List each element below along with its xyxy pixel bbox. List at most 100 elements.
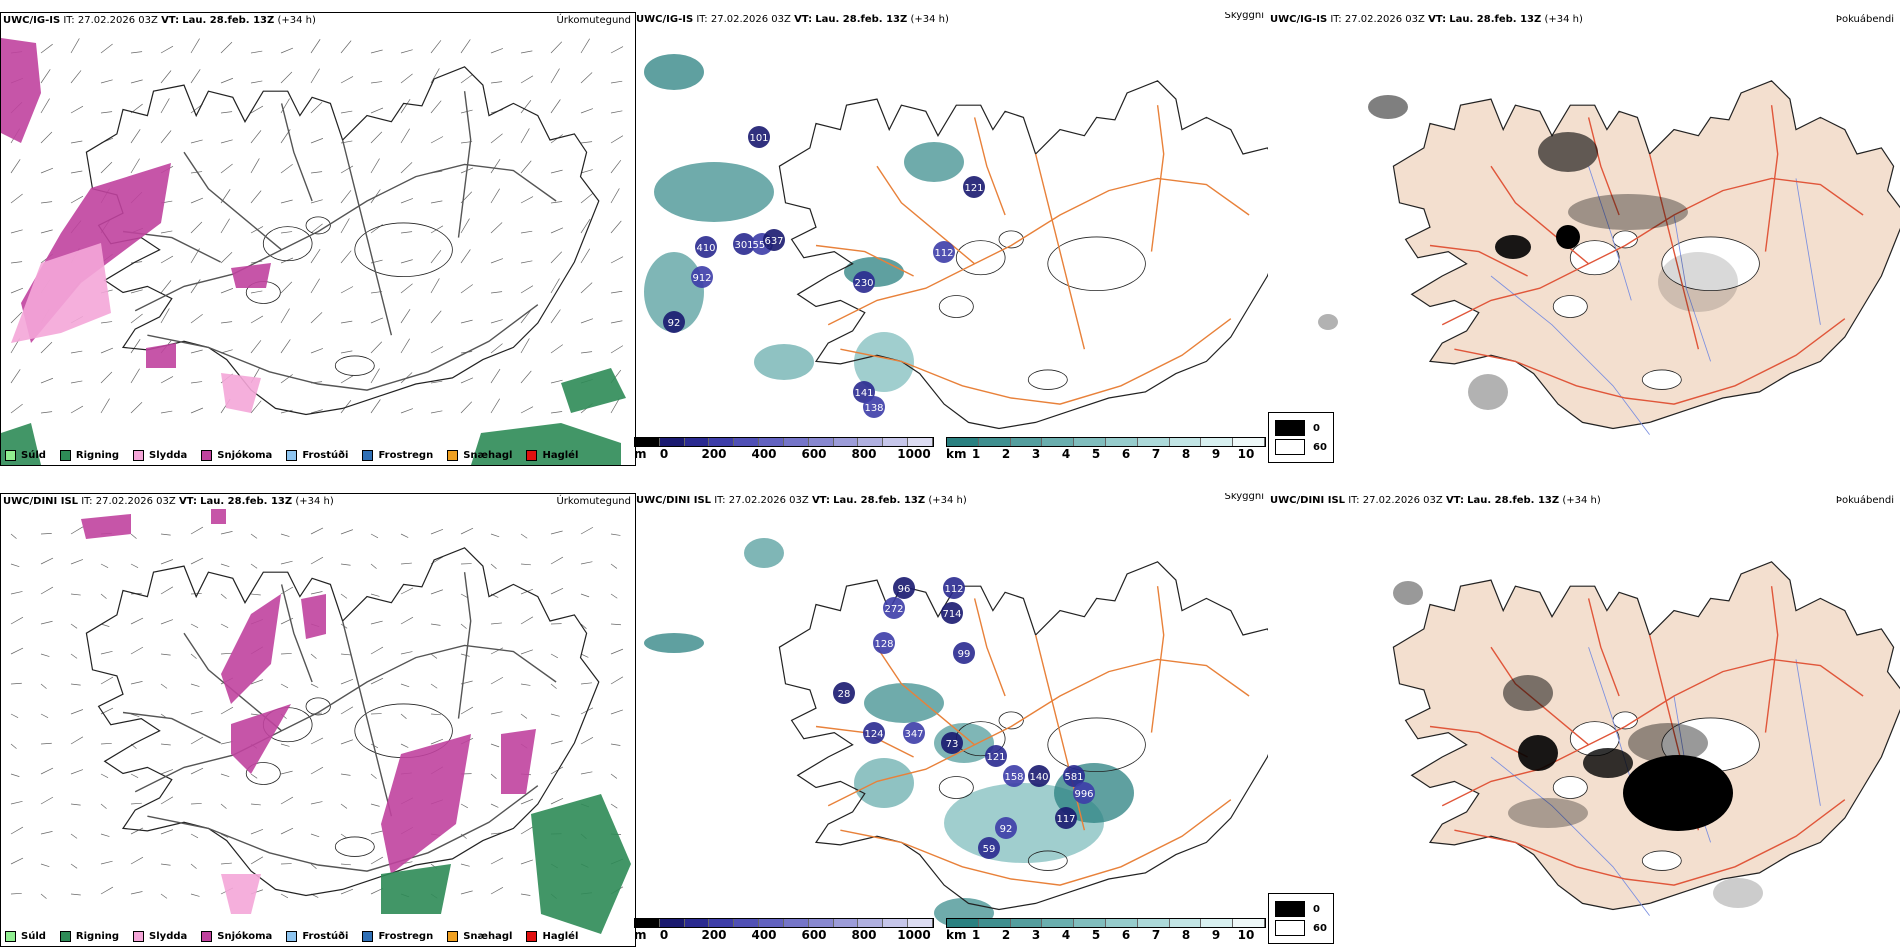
wind-barb <box>190 381 203 384</box>
wind-barb <box>430 346 444 354</box>
ceiling-patch <box>763 229 785 251</box>
wind-barb <box>280 374 293 384</box>
wind-barb <box>160 863 171 866</box>
wind-barb <box>400 259 413 264</box>
wind-barb <box>610 188 620 204</box>
road-line <box>827 177 1250 326</box>
fog-area <box>1318 314 1338 330</box>
legend-swatch <box>133 450 145 461</box>
precip-area <box>221 373 261 413</box>
wind-barb <box>580 526 594 535</box>
wind-barb <box>490 319 503 324</box>
ceiling-value-label: 112 <box>934 248 953 259</box>
wind-barb <box>190 221 203 234</box>
panel-title: Þokuábendi <box>1835 495 1894 506</box>
wind-barb <box>400 533 409 538</box>
wind-barb <box>250 563 258 569</box>
ceiling-patch <box>1028 765 1050 787</box>
colorbar-segment <box>1105 438 1138 446</box>
wind-barb <box>400 162 413 174</box>
colorbar-segment <box>1010 919 1043 927</box>
wind-barb <box>340 375 354 384</box>
colorbar-tick-label: 7 <box>1151 447 1161 461</box>
road-line <box>876 646 976 746</box>
precip-area <box>146 343 176 368</box>
panel-header: UWC/DINI ISL IT: 27.02.2026 03Z VT: Lau.… <box>3 496 334 507</box>
wind-barb <box>100 742 112 745</box>
wind-barb <box>340 653 351 656</box>
iceland-map: 96 112 272 714 99 128 28 124 347 73 121 158 140 581 99… <box>644 538 1268 928</box>
wind-barb <box>310 171 323 174</box>
precip-area <box>11 243 111 343</box>
wind-barb <box>40 796 54 805</box>
wind-barb <box>610 743 621 746</box>
wind-barb <box>550 683 557 689</box>
wind-barb <box>340 529 354 535</box>
wind-barb <box>70 833 78 839</box>
wind-barb <box>10 826 24 835</box>
wind-barb <box>190 833 199 839</box>
wind-barb <box>100 676 114 685</box>
wind-barb <box>400 713 407 719</box>
wind-barb <box>340 593 348 599</box>
colorbar-tick-label: 400 <box>751 447 777 461</box>
colorbar-segment <box>1233 919 1265 927</box>
ceiling-patch <box>1073 782 1095 804</box>
wind-barb <box>100 593 107 599</box>
wind-barb <box>580 351 593 354</box>
wind-barb <box>250 190 262 204</box>
wind-barb <box>40 683 47 689</box>
wind-barb <box>250 315 264 324</box>
wind-barb <box>610 345 624 354</box>
precip-area <box>531 794 631 934</box>
wind-barb <box>250 856 264 865</box>
colorbar-segment <box>808 919 834 927</box>
wind-barb <box>460 593 469 599</box>
road-line <box>1150 586 1165 733</box>
river-line <box>1795 178 1821 325</box>
wind-barb <box>250 828 264 835</box>
wind-barb <box>280 199 293 204</box>
wind-barb <box>220 773 230 778</box>
road-line <box>1454 799 1846 886</box>
wind-barb <box>340 400 352 414</box>
wind-barb <box>520 230 533 234</box>
wind-barb <box>520 160 532 174</box>
fog-area <box>1495 235 1531 259</box>
wind-barb <box>10 647 24 655</box>
wind-barb <box>610 46 624 54</box>
wind-barb <box>520 196 534 204</box>
precip-area <box>221 594 281 704</box>
wind-barb <box>310 39 321 54</box>
wind-barb <box>250 400 262 414</box>
colorbar-segment <box>1042 438 1075 446</box>
legend-swatch <box>201 450 213 461</box>
wind-barb <box>340 350 353 354</box>
wind-barb <box>340 40 352 54</box>
visibility-colorbar: km 1 2 3 4 5 6 7 8 9 10 <box>946 437 1266 461</box>
wind-barb <box>340 739 353 745</box>
wind-barb <box>100 773 109 779</box>
wind-barb <box>340 218 350 234</box>
wind-barb <box>310 683 319 688</box>
wind-barb <box>130 617 144 625</box>
wind-barb <box>610 398 620 414</box>
wind-barb <box>460 377 474 384</box>
glacier-outline <box>305 216 331 235</box>
wind-barb <box>40 533 52 535</box>
road-line <box>341 620 393 817</box>
wind-barb <box>520 100 532 114</box>
wind-barb <box>70 683 81 686</box>
wind-barb <box>190 767 204 775</box>
wind-barb <box>580 141 593 144</box>
wind-barb <box>520 285 534 294</box>
road-line <box>827 658 1250 807</box>
wind-barb <box>610 159 622 174</box>
colorbar-tick-label: 800 <box>851 447 877 461</box>
fog-area <box>1556 225 1580 249</box>
colorbar-segment <box>783 438 809 446</box>
cloud-panel-top: UWC/IG-IS IT: 27.02.2026 03Z VT: Lau. 28… <box>634 12 1268 464</box>
wind-barb <box>430 653 438 659</box>
wind-barb <box>550 740 563 745</box>
road-line <box>134 163 557 312</box>
